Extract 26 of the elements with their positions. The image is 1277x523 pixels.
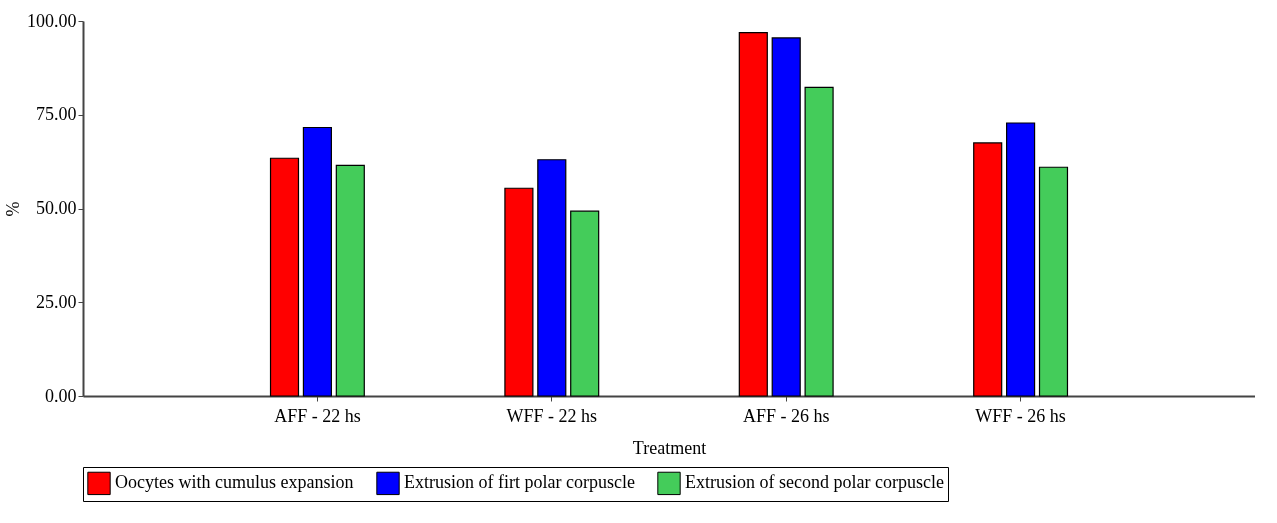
bar <box>771 37 801 397</box>
y-tick-label: 100.00 <box>27 10 77 31</box>
bar <box>537 159 567 397</box>
bar <box>1038 166 1069 397</box>
legend-label: Oocytes with cumulus expansion <box>115 472 354 493</box>
bar <box>302 126 332 397</box>
bar <box>335 164 365 397</box>
x-tick-label: AFF - 22 hs <box>274 405 361 426</box>
bar <box>269 157 300 397</box>
bar <box>738 32 768 397</box>
y-tick-label: 50.00 <box>36 198 77 218</box>
bar <box>570 210 600 397</box>
x-tick-label: AFF - 26 hs <box>742 405 830 426</box>
x-axis-title: Treatment <box>632 437 707 458</box>
x-tick-label: WFF - 22 hs <box>506 405 598 426</box>
y-tick-label: 25.00 <box>36 291 77 312</box>
x-tick-label: WFF - 26 hs <box>975 405 1066 426</box>
y-tick-label: 75.00 <box>36 104 77 125</box>
bar <box>804 86 834 397</box>
bar <box>973 142 1003 397</box>
y-axis-title: % <box>3 201 23 217</box>
bar <box>1006 122 1036 397</box>
y-tick-label: 0.00 <box>45 385 77 406</box>
legend-label: Extrusion of firt polar corpuscle <box>404 472 635 493</box>
legend-label: Extrusion of second polar corpuscle <box>685 472 944 493</box>
bar <box>504 187 534 397</box>
